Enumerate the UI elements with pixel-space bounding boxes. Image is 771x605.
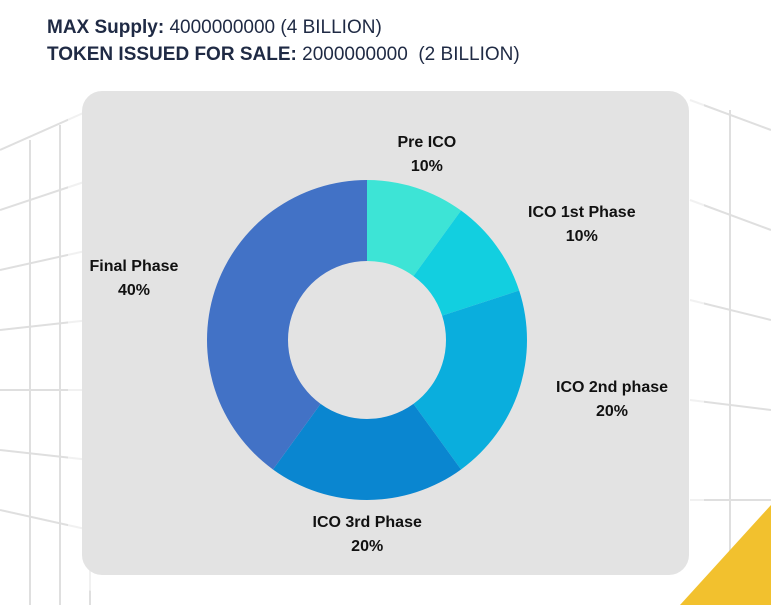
slice-label-pre-ico: Pre ICO 10% <box>398 131 457 179</box>
donut-slice-ico-3rd-phase <box>272 403 462 500</box>
donut-slice-final-phase <box>207 180 367 470</box>
slice-name: ICO 1st Phase <box>528 204 636 221</box>
token-sale-row: TOKEN ISSUED FOR SALE: 2000000000 (2 BIL… <box>47 41 520 68</box>
slice-percent: 10% <box>565 228 598 245</box>
slice-name: ICO 2nd phase <box>556 379 669 396</box>
slice-name: Pre ICO <box>397 134 457 151</box>
max-supply-value: 4000000000 (4 BILLION) <box>169 17 382 38</box>
slice-name: Final Phase <box>89 258 179 275</box>
slice-label-ico-3rd-phase: ICO 3rd Phase 20% <box>313 511 422 559</box>
token-sale-label: TOKEN ISSUED FOR SALE: <box>47 44 297 65</box>
donut-slice-pre-ico <box>367 180 462 277</box>
slice-percent: 40% <box>117 282 150 299</box>
slice-name: ICO 3rd Phase <box>312 514 422 531</box>
max-supply-label: MAX Supply: <box>47 17 165 38</box>
donut-slice-ico-1st-phase <box>413 210 520 316</box>
slice-percent: 20% <box>351 538 384 555</box>
max-supply-row: MAX Supply: 4000000000 (4 BILLION) <box>47 14 520 41</box>
token-supply-info: MAX Supply: 4000000000 (4 BILLION) TOKEN… <box>47 14 520 68</box>
donut-slice-ico-2nd-phase <box>413 290 527 470</box>
token-sale-value: 2000000000 (2 BILLION) <box>302 44 520 65</box>
slice-label-ico-1st-phase: ICO 1st Phase 10% <box>528 201 636 249</box>
slice-label-ico-2nd-phase: ICO 2nd phase 20% <box>556 376 668 424</box>
slice-label-final-phase: Final Phase 40% <box>90 255 179 303</box>
slice-percent: 10% <box>410 158 443 175</box>
slice-percent: 20% <box>596 403 629 420</box>
